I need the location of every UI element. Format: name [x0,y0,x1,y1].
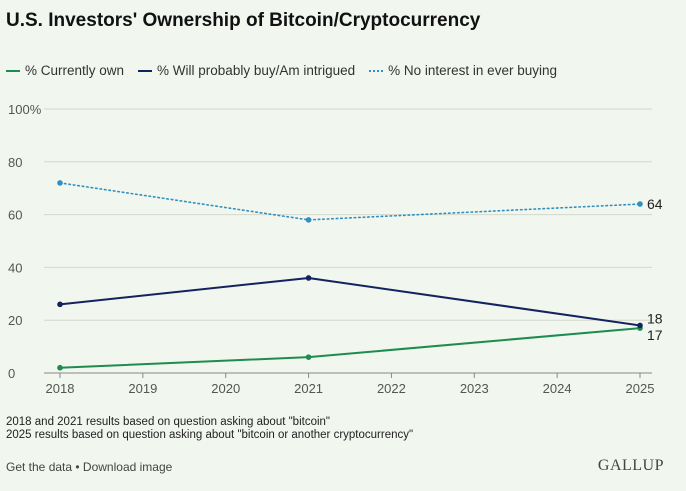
x-tick-label-2021: 2021 [294,381,323,396]
end-label-will-probably-buy: 18 [647,310,663,326]
legend-label-currently-own: % Currently own [25,63,125,78]
point-no-interest-2021 [305,217,312,223]
x-tick-label-2022: 2022 [377,381,406,396]
point-currently-own-2021 [305,354,312,360]
chart-notes: 2018 and 2021 results based on question … [6,416,413,442]
legend-swatch-currently-own [6,69,20,72]
legend-label-no-interest: % No interest in ever buying [388,63,557,78]
chart-title: U.S. Investors' Ownership of Bitcoin/Cry… [6,10,481,31]
x-tick-label-2023: 2023 [460,381,489,396]
x-tick-label-2025: 2025 [626,381,655,396]
point-currently-own-2018 [57,364,63,371]
legend-item-will-probably-buy: % Will probably buy/Am intrigued [138,63,355,78]
x-tick-label-2024: 2024 [543,381,572,396]
y-tick-label-60: 60 [8,208,22,223]
point-will-probably-buy-2018 [57,301,63,308]
x-tick-label-2020: 2020 [211,381,240,396]
point-no-interest-2018 [57,180,63,186]
gallup-logo: GALLUP [597,457,664,474]
legend-swatch-no-interest [369,69,384,72]
y-tick-label-80: 80 [8,155,22,170]
x-tick-label-2019: 2019 [128,381,157,396]
get-data-link[interactable]: Get the data [6,460,73,474]
point-will-probably-buy-2025 [637,322,643,329]
end-label-no-interest: 64 [647,196,663,212]
legend-item-no-interest: % No interest in ever buying [369,63,557,78]
y-tick-label-20: 20 [8,313,22,328]
end-label-currently-own: 17 [647,327,663,343]
y-tick-label-40: 40 [8,260,22,275]
point-will-probably-buy-2021 [305,275,312,281]
note-2018-2021: 2018 and 2021 results based on question … [6,416,331,428]
y-tick-label-100: 100% [8,102,42,117]
note-2025: 2025 results based on question asking ab… [6,429,414,441]
x-tick-label-2018: 2018 [46,381,75,396]
legend-item-currently-own: % Currently own [6,63,124,78]
footer-separator: • [72,460,83,474]
y-tick-label-0: 0 [8,366,15,381]
legend-swatch-will-probably-buy [138,69,153,72]
series-line-currently-own [59,327,641,369]
legend-label-will-probably-buy: % Will probably buy/Am intrigued [157,63,356,78]
series-line-will-probably-buy [59,276,641,327]
chart-legend: % Currently own % Will probably buy/Am i… [6,63,571,78]
line-chart: 0 20 40 60 80 100% 2018 2019 2020 2021 2022 2023 202… [8,102,663,396]
point-no-interest-2025 [637,201,643,207]
footer-links: Get the data • Download image [6,460,172,474]
download-image-link[interactable]: Download image [82,460,173,474]
